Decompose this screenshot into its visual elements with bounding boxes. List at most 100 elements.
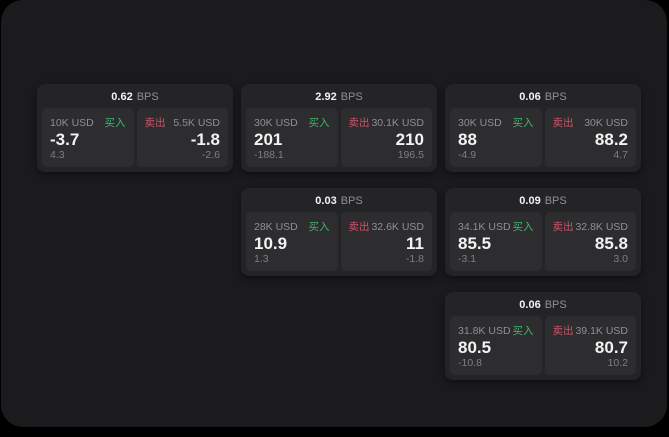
buy-tile[interactable]: 31.8K USD 买入 80.5 -10.8 <box>450 316 542 375</box>
buy-delta: -4.9 <box>458 149 477 161</box>
sell-tile[interactable]: 卖出 30.1K USD 210 196.5 <box>340 108 432 167</box>
quote-card-body: 31.8K USD 买入 80.5 -10.8 卖出 39.1K USD 80.… <box>445 315 641 380</box>
quote-card[interactable]: 2.92 BPS 30K USD 买入 201 -188.1 卖出 30.1K … <box>241 84 437 172</box>
sell-tile[interactable]: 卖出 32.6K USD 11 -1.8 <box>340 212 432 271</box>
sell-side-label: 卖出 <box>144 117 166 129</box>
buy-tile-top: 10K USD 买入 <box>50 115 126 130</box>
sell-delta: 3.0 <box>613 253 628 265</box>
bps-unit-label: BPS <box>136 90 159 103</box>
quote-card-body: 30K USD 买入 88 -4.9 卖出 30K USD 88.2 4.7 <box>445 107 641 172</box>
sell-price: 80.7 <box>594 338 628 357</box>
bps-unit-label: BPS <box>544 90 567 103</box>
sell-tile[interactable]: 卖出 39.1K USD 80.7 10.2 <box>544 316 636 375</box>
buy-delta: -188.1 <box>254 149 284 161</box>
buy-delta: -10.8 <box>458 357 482 369</box>
quotes-grid: 0.62 BPS 10K USD 买入 -3.7 4.3 卖出 5.5K USD… <box>37 84 641 380</box>
sell-delta: 10.2 <box>607 357 628 369</box>
quote-card-body: 34.1K USD 买入 85.5 -3.1 卖出 32.8K USD 85.8… <box>445 211 641 276</box>
buy-tile-top: 34.1K USD 买入 <box>458 219 534 234</box>
sell-side-label: 卖出 <box>552 221 574 233</box>
sell-amount: 32.8K USD <box>575 221 628 233</box>
buy-delta: 4.3 <box>50 149 65 161</box>
buy-side-label: 买入 <box>308 117 330 129</box>
sell-amount: 39.1K USD <box>575 325 628 337</box>
bps-header: 0.06 BPS <box>445 292 641 315</box>
sell-price: 88.2 <box>594 130 628 149</box>
sell-side-label: 卖出 <box>552 325 574 337</box>
bps-value: 0.06 <box>519 298 541 311</box>
buy-tile[interactable]: 34.1K USD 买入 85.5 -3.1 <box>450 212 542 271</box>
buy-amount: 28K USD <box>254 221 298 233</box>
sell-price: 85.8 <box>594 234 628 253</box>
buy-tile[interactable]: 28K USD 买入 10.9 1.3 <box>246 212 338 271</box>
bps-value: 0.06 <box>519 90 541 103</box>
buy-amount: 30K USD <box>254 117 298 129</box>
sell-tile-top: 卖出 5.5K USD <box>145 115 221 130</box>
buy-amount: 10K USD <box>50 117 94 129</box>
buy-tile[interactable]: 10K USD 买入 -3.7 4.3 <box>42 108 134 167</box>
quote-card-body: 30K USD 买入 201 -188.1 卖出 30.1K USD 210 1… <box>241 107 437 172</box>
sell-tile-top: 卖出 30.1K USD <box>349 115 425 130</box>
quote-card[interactable]: 0.06 BPS 30K USD 买入 88 -4.9 卖出 30K USD 8… <box>445 84 641 172</box>
buy-side-label: 买入 <box>512 117 534 129</box>
buy-tile[interactable]: 30K USD 买入 88 -4.9 <box>450 108 542 167</box>
buy-price: 85.5 <box>458 234 492 253</box>
sell-tile[interactable]: 卖出 32.8K USD 85.8 3.0 <box>544 212 636 271</box>
sell-tile[interactable]: 卖出 30K USD 88.2 4.7 <box>544 108 636 167</box>
buy-price: 80.5 <box>458 338 492 357</box>
buy-side-label: 买入 <box>512 325 534 337</box>
bps-value: 2.92 <box>315 90 337 103</box>
quote-card[interactable]: 0.03 BPS 28K USD 买入 10.9 1.3 卖出 32.6K US… <box>241 188 437 276</box>
buy-tile-top: 30K USD 买入 <box>458 115 534 130</box>
buy-amount: 34.1K USD <box>458 221 511 233</box>
bps-unit-label: BPS <box>340 194 363 207</box>
buy-side-label: 买入 <box>104 117 126 129</box>
buy-delta: -3.1 <box>458 253 477 265</box>
bps-value: 0.62 <box>111 90 133 103</box>
sell-amount: 30.1K USD <box>371 117 424 129</box>
sell-side-label: 卖出 <box>348 221 370 233</box>
sell-amount: 32.6K USD <box>371 221 424 233</box>
quotes-panel: 0.62 BPS 10K USD 买入 -3.7 4.3 卖出 5.5K USD… <box>1 0 667 427</box>
buy-amount: 30K USD <box>458 117 502 129</box>
sell-tile-top: 卖出 39.1K USD <box>553 323 629 338</box>
buy-price: -3.7 <box>50 130 80 149</box>
bps-header: 0.03 BPS <box>241 188 437 211</box>
bps-header: 2.92 BPS <box>241 84 437 107</box>
sell-side-label: 卖出 <box>552 117 574 129</box>
bps-header: 0.62 BPS <box>37 84 233 107</box>
bps-header: 0.09 BPS <box>445 188 641 211</box>
sell-tile[interactable]: 卖出 5.5K USD -1.8 -2.6 <box>136 108 228 167</box>
sell-tile-top: 卖出 32.6K USD <box>349 219 425 234</box>
sell-amount: 30K USD <box>584 117 628 129</box>
quote-card-body: 10K USD 买入 -3.7 4.3 卖出 5.5K USD -1.8 -2.… <box>37 107 233 172</box>
sell-price: 210 <box>395 130 424 149</box>
quote-card[interactable]: 0.06 BPS 31.8K USD 买入 80.5 -10.8 卖出 39.1… <box>445 292 641 380</box>
bps-unit-label: BPS <box>544 298 567 311</box>
buy-side-label: 买入 <box>512 221 534 233</box>
quote-card[interactable]: 0.09 BPS 34.1K USD 买入 85.5 -3.1 卖出 32.8K… <box>445 188 641 276</box>
sell-price: -1.8 <box>190 130 220 149</box>
sell-tile-top: 卖出 30K USD <box>553 115 629 130</box>
buy-tile[interactable]: 30K USD 买入 201 -188.1 <box>246 108 338 167</box>
sell-delta: 196.5 <box>397 149 424 161</box>
sell-tile-top: 卖出 32.8K USD <box>553 219 629 234</box>
bps-value: 0.03 <box>315 194 337 207</box>
quote-card[interactable]: 0.62 BPS 10K USD 买入 -3.7 4.3 卖出 5.5K USD… <box>37 84 233 172</box>
sell-price: 11 <box>406 234 424 253</box>
sell-amount: 5.5K USD <box>173 117 220 129</box>
sell-delta: 4.7 <box>613 149 628 161</box>
sell-side-label: 卖出 <box>348 117 370 129</box>
buy-side-label: 买入 <box>308 221 330 233</box>
buy-price: 201 <box>254 130 283 149</box>
buy-price: 10.9 <box>254 234 288 253</box>
buy-price: 88 <box>458 130 477 149</box>
buy-tile-top: 28K USD 买入 <box>254 219 330 234</box>
sell-delta: -1.8 <box>405 253 424 265</box>
quote-card-body: 28K USD 买入 10.9 1.3 卖出 32.6K USD 11 -1.8 <box>241 211 437 276</box>
bps-value: 0.09 <box>519 194 541 207</box>
bps-header: 0.06 BPS <box>445 84 641 107</box>
buy-amount: 31.8K USD <box>458 325 511 337</box>
bps-unit-label: BPS <box>340 90 363 103</box>
